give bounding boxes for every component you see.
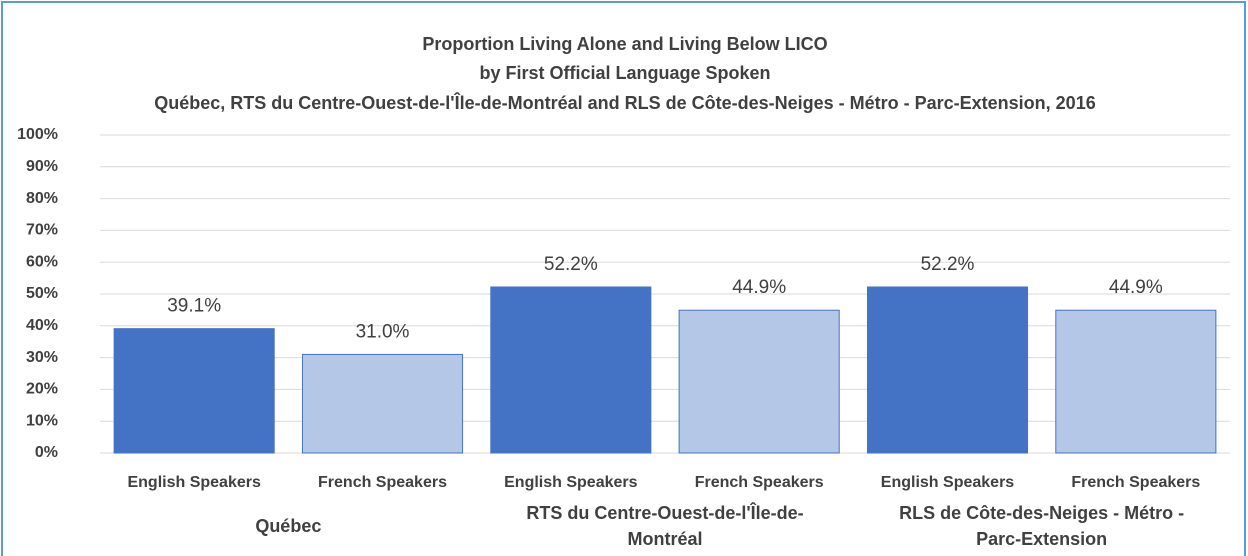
data-label: 39.1% — [167, 296, 221, 317]
x-tick-label: English Speakers — [127, 474, 260, 491]
x-tick-label: French Speakers — [318, 474, 447, 491]
bar — [678, 309, 840, 454]
data-label: 52.2% — [921, 254, 975, 275]
y-tick-label: 0% — [35, 444, 58, 461]
bar — [301, 353, 464, 454]
x-tick-label: French Speakers — [695, 474, 824, 491]
data-label: 52.2% — [544, 254, 598, 275]
x-tick-label: French Speakers — [1071, 474, 1200, 491]
y-tick-label: 90% — [26, 158, 58, 175]
y-tick-label: 70% — [26, 222, 58, 239]
y-tick-label: 40% — [26, 317, 58, 334]
bar — [1055, 309, 1217, 454]
chart-title: Québec, RTS du Centre-Ouest-de-l'Île-de-… — [154, 92, 1095, 113]
y-tick-label: 30% — [26, 349, 58, 366]
chart-title: Proportion Living Alone and Living Below… — [422, 34, 827, 54]
x-tick-label: English Speakers — [504, 474, 637, 491]
data-label: 44.9% — [1109, 277, 1163, 298]
data-label: 44.9% — [732, 277, 786, 298]
y-tick-label: 50% — [26, 285, 58, 302]
x-tick-label: English Speakers — [881, 474, 1014, 491]
chart-title: by First Official Language Spoken — [479, 63, 770, 83]
y-tick-label: 80% — [26, 190, 58, 207]
y-tick-label: 20% — [26, 381, 58, 398]
y-tick-label: 10% — [26, 412, 58, 429]
bar — [490, 286, 652, 454]
data-label: 31.0% — [356, 321, 410, 342]
y-tick-label: 100% — [17, 126, 58, 143]
bar — [866, 286, 1029, 454]
group-label: Québec — [255, 516, 322, 536]
group-label: RTS du Centre-Ouest-de-l'Île-de-Montréal — [526, 503, 804, 549]
y-tick-label: 60% — [26, 253, 58, 270]
group-label: RLS de Côte-des-Neiges - Métro - Parc-Ex… — [899, 503, 1185, 549]
bar — [113, 328, 275, 454]
